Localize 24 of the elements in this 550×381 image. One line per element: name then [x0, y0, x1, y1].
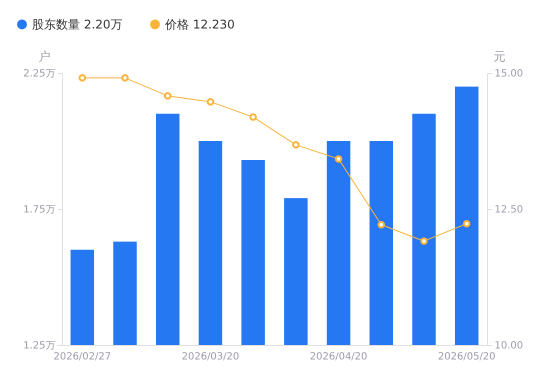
- point: [420, 237, 428, 245]
- y-tick-label: 1.25万: [23, 340, 56, 352]
- y-tick-label: 1.75万: [23, 204, 56, 216]
- y2-tick-label: 15.00: [494, 68, 524, 80]
- point: [334, 155, 342, 163]
- x-tick-label: 2026/03/20: [182, 352, 240, 362]
- y2-tick-label: 10.00: [494, 340, 524, 352]
- x-tick-label: 2026/04/20: [310, 352, 368, 362]
- point: [249, 113, 257, 121]
- y-axis-title: 户: [38, 50, 50, 64]
- point: [206, 98, 214, 106]
- point: [462, 220, 470, 228]
- point: [378, 221, 386, 229]
- point: [78, 74, 86, 82]
- point: [121, 74, 129, 82]
- point: [164, 92, 172, 100]
- y2-axis-title: 元: [494, 50, 506, 64]
- legend-label: 价格 12.230: [164, 17, 235, 32]
- x-tick-label: 2026/05/20: [438, 352, 496, 362]
- x-tick-label: 2026/02/27: [53, 352, 112, 362]
- y2-tick-label: 12.50: [494, 204, 524, 216]
- point: [292, 141, 300, 149]
- y-tick-label: 2.25万: [23, 68, 56, 80]
- legend-label: 股东数量 2.20万: [32, 17, 123, 32]
